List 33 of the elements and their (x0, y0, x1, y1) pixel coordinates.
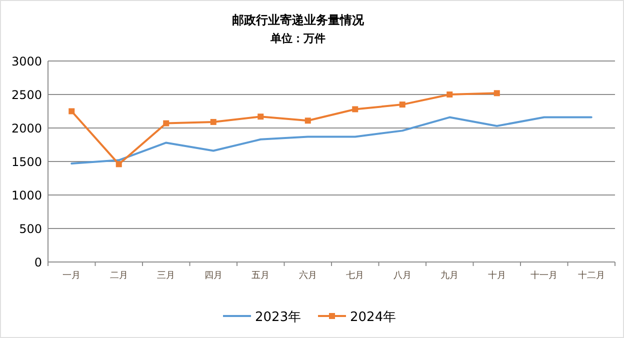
y-tick-label: 2000 (11, 122, 42, 136)
point (163, 120, 170, 126)
y-tick-label: 3000 (11, 54, 42, 68)
point (68, 108, 75, 114)
chart-title: 邮政行业寄递业务量情况 (232, 13, 365, 27)
x-tick-label: 十月 (488, 270, 506, 281)
point (304, 118, 311, 124)
x-tick-label: 四月 (204, 271, 222, 281)
x-tick-label: 八月 (393, 270, 412, 281)
x-tick-label: 十二月 (578, 270, 605, 281)
point (116, 161, 122, 168)
y-tick-label: 0 (34, 256, 42, 270)
x-tick-label: 六月 (298, 270, 317, 281)
x-tick-label: 九月 (440, 270, 459, 281)
legend-label: 2024年 (350, 310, 396, 325)
y-tick-label: 1500 (11, 155, 42, 169)
point (352, 106, 358, 112)
y-tick-label: 500 (19, 222, 42, 236)
y-tick-label: 2500 (11, 88, 42, 102)
chart-subtitle: 单位：万件 (270, 32, 326, 45)
point (494, 90, 500, 96)
point (210, 118, 216, 125)
x-tick-label: 一月 (62, 271, 81, 281)
x-tick-label: 三月 (157, 271, 176, 281)
x-tick-label: 七月 (346, 270, 364, 281)
x-tick-label: 十一月 (530, 270, 558, 281)
legend-label: 2023年 (255, 310, 302, 325)
y-tick-label: 1000 (11, 188, 42, 202)
x-tick-label: 二月 (110, 271, 128, 281)
point (399, 102, 406, 108)
x-tick-label: 五月 (252, 271, 270, 281)
point (446, 92, 453, 98)
point (258, 114, 264, 120)
